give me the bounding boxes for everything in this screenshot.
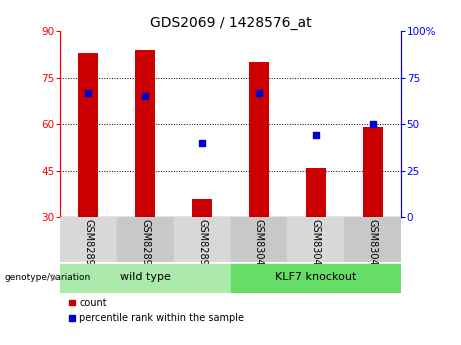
Text: genotype/variation: genotype/variation (5, 273, 91, 282)
Text: count: count (79, 297, 107, 307)
Bar (69, 300, 75, 305)
Bar (230, 264, 401, 292)
Bar (363, 127, 383, 217)
Bar (60, 264, 230, 292)
Bar (60, 217, 117, 262)
Text: GSM83046: GSM83046 (367, 219, 378, 272)
Point (198, 140, 206, 146)
Text: GSM82892: GSM82892 (140, 219, 150, 272)
Bar (135, 50, 155, 217)
Text: GSM83045: GSM83045 (311, 219, 321, 272)
Bar (78, 53, 98, 217)
Text: wild type: wild type (120, 272, 171, 282)
Text: GSM82893: GSM82893 (197, 219, 207, 272)
Bar (192, 199, 212, 217)
Point (312, 132, 319, 138)
Bar (249, 62, 269, 217)
Bar (174, 217, 230, 262)
Bar (306, 168, 326, 217)
Point (369, 121, 376, 127)
Point (85, 90, 92, 95)
Bar (344, 217, 401, 262)
Text: percentile rank within the sample: percentile rank within the sample (79, 313, 244, 323)
Bar (117, 217, 174, 262)
Text: KLF7 knockout: KLF7 knockout (275, 272, 356, 282)
Point (255, 90, 263, 95)
Bar (230, 217, 287, 262)
Title: GDS2069 / 1428576_at: GDS2069 / 1428576_at (150, 16, 311, 30)
Bar (287, 217, 344, 262)
Text: GSM82891: GSM82891 (83, 219, 94, 272)
Text: GSM83043: GSM83043 (254, 219, 264, 272)
Point (142, 93, 149, 99)
Bar (69, 315, 75, 321)
